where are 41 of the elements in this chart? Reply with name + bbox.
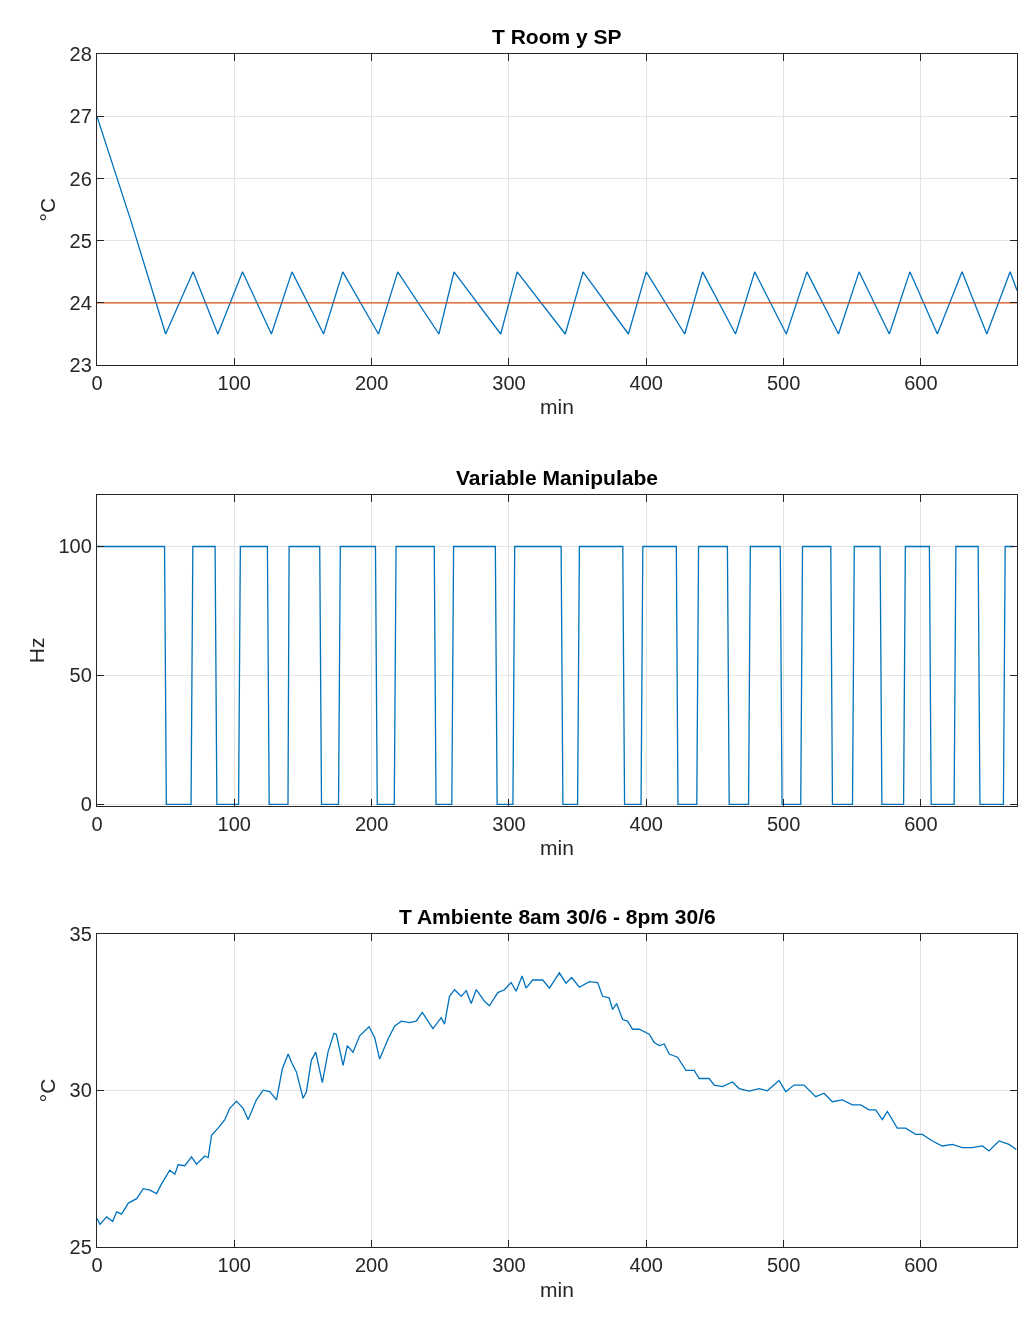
y-tick-label: 24 — [69, 291, 92, 314]
x-tick-label: 600 — [904, 372, 938, 395]
y-tick-label: 100 — [58, 535, 92, 558]
x-tick-label: 400 — [629, 372, 663, 395]
y-tick-label: 27 — [69, 105, 92, 128]
x-axis-title: min — [540, 395, 574, 419]
y-tick-label: 50 — [69, 664, 92, 687]
chart-title: T Room y SP — [492, 25, 622, 48]
line-series — [97, 972, 1017, 1226]
x-tick-label: 500 — [766, 372, 801, 395]
x-tick-label: 400 — [629, 1254, 663, 1277]
chart-title: T Ambiente 8am 30/6 - 8pm 30/6 — [399, 905, 716, 928]
x-tick-label: 600 — [904, 812, 938, 835]
y-axis-title: °C — [35, 1078, 59, 1103]
x-tick-label: 500 — [766, 812, 801, 835]
y-tick-label: 23 — [69, 354, 92, 377]
y-axis-title: °C — [35, 197, 59, 222]
x-tick-label: 300 — [492, 1254, 526, 1277]
chart-title: Variable Manipulabe — [456, 466, 658, 489]
y-tick-label: 0 — [80, 793, 92, 816]
y-axis-title: Hz — [24, 637, 48, 664]
x-tick-label: 500 — [766, 1254, 801, 1277]
x-axis-title: min — [540, 836, 574, 860]
y-tick-label: 30 — [69, 1079, 92, 1102]
y-tick-label: 28 — [69, 43, 92, 66]
x-tick-label: 300 — [492, 372, 526, 395]
y-tick-label: 25 — [69, 1236, 92, 1259]
x-tick-label: 600 — [904, 1254, 938, 1277]
x-tick-label: 100 — [217, 1254, 251, 1277]
y-tick-label: 35 — [69, 922, 92, 945]
x-tick-label: 200 — [354, 372, 389, 395]
x-tick-label: 100 — [217, 812, 251, 835]
y-tick-label: 26 — [69, 167, 92, 190]
x-tick-label: 300 — [492, 812, 526, 835]
x-tick-label: 200 — [354, 812, 389, 835]
x-tick-label: 200 — [354, 1254, 389, 1277]
y-tick-label: 25 — [69, 229, 92, 252]
x-tick-label: 100 — [217, 372, 251, 395]
x-tick-label: 400 — [629, 812, 663, 835]
line-series — [97, 115, 1017, 335]
x-axis-title: min — [540, 1277, 574, 1301]
